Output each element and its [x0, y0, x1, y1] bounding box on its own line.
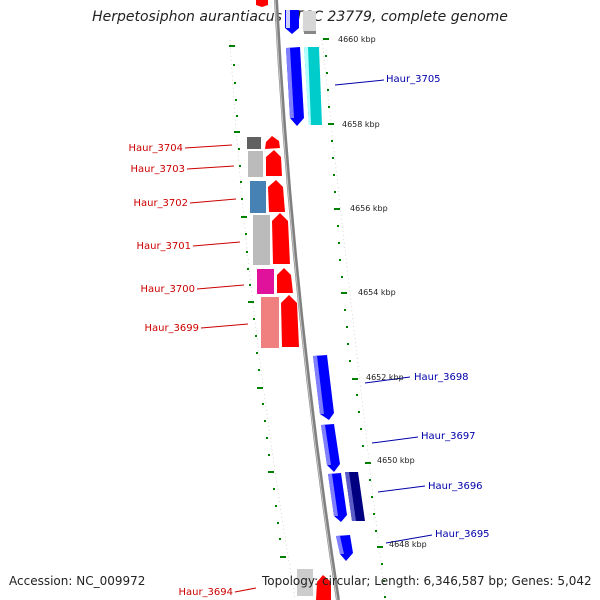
scale-label: 4654 kbp — [358, 288, 396, 297]
accession-info: Accession: NC_009972 — [9, 574, 145, 588]
scale-label: 4660 kbp — [338, 35, 376, 44]
length-value: 6,346,587 bp — [423, 574, 504, 588]
accession-label: Accession: — [9, 574, 73, 588]
scale-labels: 4660 kbp 4658 kbp 4656 kbp 4654 kbp 4652… — [338, 35, 427, 549]
gene-arrow-haur-3703[interactable] — [266, 150, 282, 176]
gene-label[interactable]: Haur_3695 — [435, 529, 490, 540]
gene-block-haur-3701[interactable] — [253, 215, 270, 265]
gene-label[interactable]: Haur_3705 — [386, 74, 441, 85]
accession-value: NC_009972 — [76, 574, 146, 588]
gene-block-haur-3694[interactable] — [297, 569, 313, 596]
gene-arrow-haur-3700[interactable] — [277, 268, 293, 293]
gene-label[interactable]: Haur_3698 — [414, 372, 469, 383]
forward-genes[interactable] — [286, 47, 365, 561]
gene-label[interactable]: Haur_3697 — [421, 431, 476, 442]
reverse-gene-labels: Haur_3704 Haur_3703 Haur_3702 Haur_3701 … — [128, 143, 233, 598]
scale-label: 4658 kbp — [342, 120, 380, 129]
scale-label: 4656 kbp — [350, 204, 388, 213]
scale-label: 4648 kbp — [389, 540, 427, 549]
gene-label[interactable]: Haur_3702 — [133, 198, 188, 209]
gene-block-haur-3700[interactable] — [257, 269, 274, 294]
scale-label: 4652 kbp — [366, 373, 404, 382]
top-partial-genes — [256, 0, 316, 34]
length-label: Length: — [374, 574, 420, 588]
gene-arrow-haur-3701[interactable] — [272, 213, 290, 264]
genome-summary: Topology: circular; Length: 6,346,587 bp… — [262, 574, 592, 588]
gene-block-haur-3703[interactable] — [248, 151, 263, 177]
gene-label[interactable]: Haur_3694 — [178, 587, 233, 598]
gene-label[interactable]: Haur_3696 — [428, 481, 483, 492]
topology-value: circular — [321, 574, 367, 588]
gene-label[interactable]: Haur_3701 — [136, 241, 191, 252]
genes-label: Genes: — [511, 574, 554, 588]
gene-label[interactable]: Haur_3704 — [128, 143, 183, 154]
map-title: Herpetosiphon aurantiacus ATCC 23779, co… — [92, 9, 508, 25]
gene-arrow-haur-3702[interactable] — [268, 180, 285, 212]
gene-label[interactable]: Haur_3700 — [140, 284, 195, 295]
gene-label[interactable]: Haur_3703 — [130, 164, 185, 175]
gene-arrow-haur-3699[interactable] — [281, 295, 299, 347]
gene-block-haur-3704[interactable] — [247, 137, 261, 149]
forward-gene-labels: Haur_3705 Haur_3698 Haur_3697 Haur_3696 … — [386, 74, 490, 540]
scale-label: 4650 kbp — [377, 456, 415, 465]
genome-backbone — [274, 0, 340, 600]
gene-block-haur-3699[interactable] — [261, 297, 279, 348]
genes-value: 5,042 — [557, 574, 592, 588]
gene-block-haur-3702[interactable] — [250, 181, 266, 213]
topology-label: Topology: — [262, 574, 319, 588]
reverse-genes[interactable] — [247, 136, 331, 600]
gene-label[interactable]: Haur_3699 — [144, 323, 199, 334]
label-leader-lines — [184, 79, 433, 593]
left-tick-marks — [229, 45, 286, 558]
right-tick-marks — [323, 38, 386, 598]
